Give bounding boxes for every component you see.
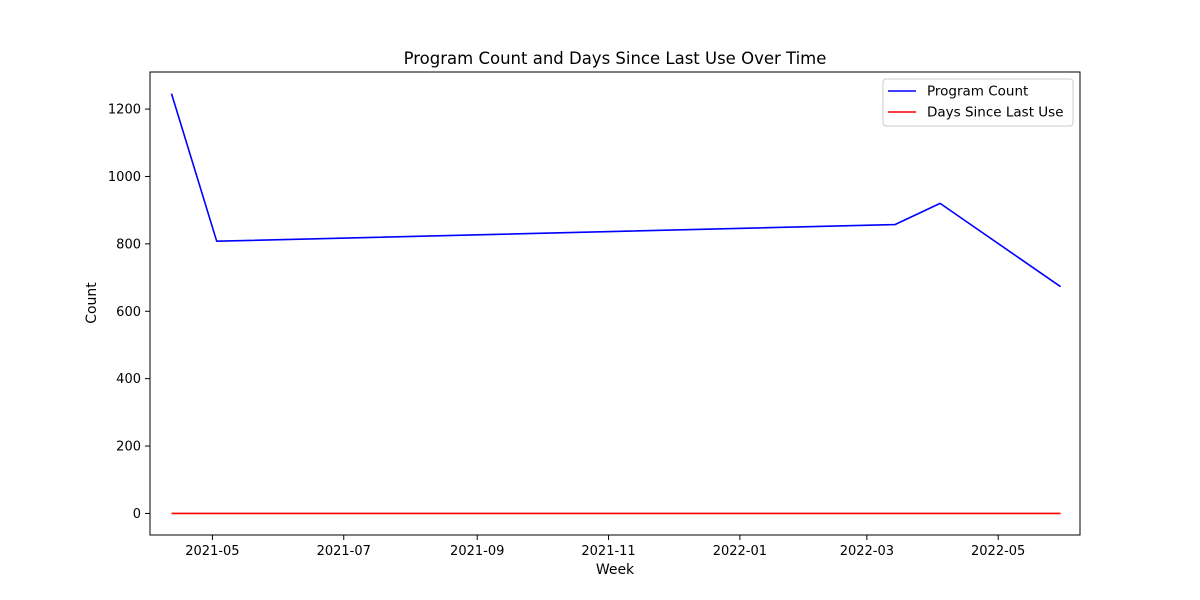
x-tick-label: 2022-05 [971,544,1025,559]
y-tick-label: 600 [116,305,141,320]
y-axis-label: Count [84,282,100,324]
y-tick-label: 0 [133,507,141,522]
y-tick-label: 800 [116,237,141,252]
chart-title: Program Count and Days Since Last Use Ov… [404,49,827,68]
legend-box [882,78,1074,127]
plot-area: 2021-05 2021-07 2021-09 2021-11 2022-01 2022-… [108,71,1081,559]
y-tick-label: 1200 [108,103,141,118]
y-tick-label: 200 [116,440,141,455]
x-tick-label: 2022-01 [713,544,767,559]
x-axis-label: Week [596,562,635,578]
legend-label-1: Days Since Last Use [927,105,1064,121]
plot-frame [149,71,1081,536]
series-line-0 [170,93,1062,288]
x-tick-label: 2021-07 [317,544,371,559]
y-tick-label: 1000 [108,170,141,185]
legend: Program Count Days Since Last Use [882,78,1074,127]
x-tick-label: 2021-09 [450,544,504,559]
x-tick-label: 2022-03 [840,544,894,559]
x-tick-label: 2021-05 [185,544,239,559]
x-tick-label: 2021-11 [581,544,635,559]
y-tick-label: 400 [116,372,141,387]
legend-label-0: Program Count [927,84,1028,100]
